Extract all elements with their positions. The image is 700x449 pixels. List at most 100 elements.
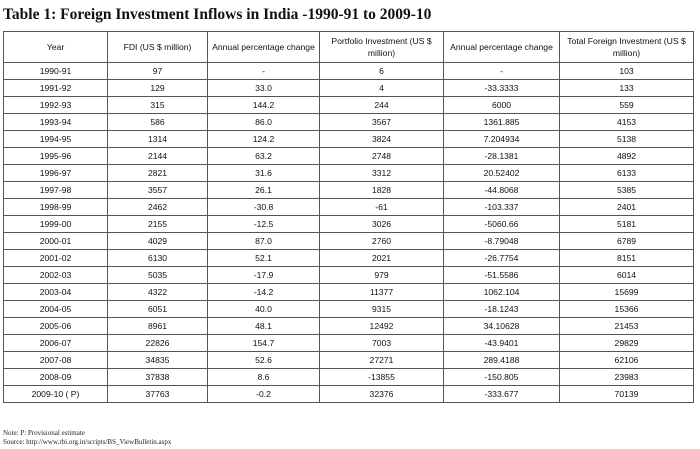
table-cell: -5060.66: [443, 215, 560, 233]
column-header: FDI (US $ million): [107, 31, 208, 63]
table-row: 2002-03 5035 -17.9 979 -51.5586 6014: [3, 266, 694, 284]
table-cell: 86.0: [207, 113, 320, 131]
table-cell: 20.52402: [443, 164, 560, 182]
table-cell: 2462: [107, 198, 208, 216]
table-cell: -61: [319, 198, 444, 216]
table-body: 1990-91 97-6-103 1991-92 129 33.0 4 -33.3333 13…: [3, 62, 694, 403]
table-cell: 2821: [107, 164, 208, 182]
data-table: Year FDI (US $ million) Annual percentag…: [3, 31, 694, 403]
table-cell: 7003: [319, 334, 444, 352]
table-cell: 4892: [559, 147, 694, 165]
note-text: Note: P: Provisional estimate: [3, 429, 85, 437]
column-header: Portfolio Investment (US $ million): [319, 31, 444, 63]
table-cell: -26.7754: [443, 249, 560, 267]
table-cell: 6000: [443, 96, 560, 114]
table-cell: 37763: [107, 385, 208, 403]
table-cell: 31.6: [207, 164, 320, 182]
table-row: 2001-02 6130 52.1 2021 -26.7754 8151: [3, 249, 694, 267]
table-cell: 124.2: [207, 130, 320, 148]
table-cell: -12.5: [207, 215, 320, 233]
table-cell: 3312: [319, 164, 444, 182]
table-cell: 6: [319, 62, 444, 80]
table-cell: 4322: [107, 283, 208, 301]
table-cell: 5035: [107, 266, 208, 284]
table-cell: 27271: [319, 351, 444, 369]
table-cell: 6130: [107, 249, 208, 267]
table-cell: 29829: [559, 334, 694, 352]
table-row: 1997-98 3557 26.1 1828 -44.8068 5385: [3, 181, 694, 199]
table-cell: 2004-05: [3, 300, 108, 318]
table-cell: 6133: [559, 164, 694, 182]
table-cell: -333.677: [443, 385, 560, 403]
table-cell: 144.2: [207, 96, 320, 114]
table-cell: 289.4188: [443, 351, 560, 369]
table-cell: 26.1: [207, 181, 320, 199]
table-cell: 37838: [107, 368, 208, 386]
table-cell: 3567: [319, 113, 444, 131]
source-text: Source: http://www.rbi.org.in/scripts/BS…: [3, 438, 172, 446]
table-cell: 5385: [559, 181, 694, 199]
table-cell: 1999-00: [3, 215, 108, 233]
table-row: 2005-06 8961 48.1 12492 34.10628 21453: [3, 317, 694, 335]
table-cell: 3026: [319, 215, 444, 233]
table-cell: 1991-92: [3, 79, 108, 97]
table-cell: 133: [559, 79, 694, 97]
column-header: Total Foreign Investment (US $ million): [559, 31, 694, 63]
table-cell: 1998-99: [3, 198, 108, 216]
table-row: 2008-09 37838 8.6 -13855 -150.805 23983: [3, 368, 694, 386]
column-header: Annual percentage change: [443, 31, 560, 63]
table-title: Table 1: Foreign Investment Inflows in I…: [3, 6, 432, 23]
table-cell: 7.204934: [443, 130, 560, 148]
table-cell: -17.9: [207, 266, 320, 284]
table-cell: 23983: [559, 368, 694, 386]
table-cell: 52.1: [207, 249, 320, 267]
table-row: 1998-99 2462 -30.8 -61 -103.337 2401: [3, 198, 694, 216]
table-row: 2006-07 22826 154.7 7003 -43.9401 29829: [3, 334, 694, 352]
column-header: Year: [3, 31, 108, 63]
table-cell: 2401: [559, 198, 694, 216]
table-cell: 2021: [319, 249, 444, 267]
table-cell: 22826: [107, 334, 208, 352]
table-cell: -0.2: [207, 385, 320, 403]
table-cell: 40.0: [207, 300, 320, 318]
table-row: 1999-00 2155 -12.5 3026 -5060.66 5181: [3, 215, 694, 233]
table-cell: -18.1243: [443, 300, 560, 318]
table-row: 2000-01 4029 87.0 2760 -8.79048 6789: [3, 232, 694, 250]
table-cell: 2155: [107, 215, 208, 233]
table-cell: 1996-97: [3, 164, 108, 182]
table-cell: 2760: [319, 232, 444, 250]
table-cell: 1990-91: [3, 62, 108, 80]
table-cell: -150.805: [443, 368, 560, 386]
table-cell: -: [207, 62, 320, 80]
table-cell: 21453: [559, 317, 694, 335]
table-row: 1991-92 129 33.0 4 -33.3333 133: [3, 79, 694, 97]
table-cell: 1062.104: [443, 283, 560, 301]
table-cell: 33.0: [207, 79, 320, 97]
table-cell: 32376: [319, 385, 444, 403]
table-cell: 9315: [319, 300, 444, 318]
table-cell: 2144: [107, 147, 208, 165]
table-cell: 5138: [559, 130, 694, 148]
table-cell: 2008-09: [3, 368, 108, 386]
table-row: 1990-91 97-6-103: [3, 62, 694, 80]
table-cell: 1993-94: [3, 113, 108, 131]
table-cell: 3557: [107, 181, 208, 199]
table-cell: 2000-01: [3, 232, 108, 250]
table-cell: 3824: [319, 130, 444, 148]
header-row: Year FDI (US $ million) Annual percentag…: [3, 31, 694, 63]
table-cell: 4153: [559, 113, 694, 131]
table-cell: 34.10628: [443, 317, 560, 335]
table-cell: 4029: [107, 232, 208, 250]
table-cell: 979: [319, 266, 444, 284]
table-cell: 1997-98: [3, 181, 108, 199]
table-row: 1993-94 586 86.0 3567 1361.885 4153: [3, 113, 694, 131]
table-cell: 15366: [559, 300, 694, 318]
table-row: 1996-97 2821 31.6 3312 20.52402 6133: [3, 164, 694, 182]
table-cell: -44.8068: [443, 181, 560, 199]
table-cell: 34835: [107, 351, 208, 369]
table-cell: 6051: [107, 300, 208, 318]
table-cell: 8961: [107, 317, 208, 335]
table-cell: 2005-06: [3, 317, 108, 335]
table-cell: 8.6: [207, 368, 320, 386]
table-cell: 1994-95: [3, 130, 108, 148]
